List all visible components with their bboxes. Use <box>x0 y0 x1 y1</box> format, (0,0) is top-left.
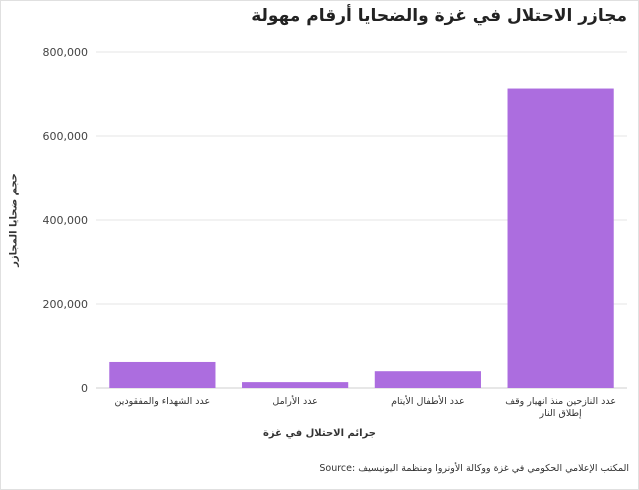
y-tick-label: 200,000 <box>43 298 89 311</box>
x-tick-label: عدد النازحين منذ انهيار وقف إطلاق النار <box>505 396 616 419</box>
x-tick-label-line: إطلاق النار <box>539 408 583 419</box>
chart-title: مجازر الاحتلال في غزة والضحايا أرقام مهو… <box>251 6 627 26</box>
y-tick-label: 800,000 <box>43 46 89 59</box>
bar <box>242 382 349 388</box>
x-axis-label: جرائم الاحتلال في غزة <box>263 428 376 439</box>
y-tick-label: 600,000 <box>43 130 89 143</box>
bar <box>374 371 481 388</box>
x-tick-label-line: عدد الأرامل <box>272 395 317 407</box>
y-tick-label: 0 <box>81 382 88 395</box>
source-note: المكتب الإعلامي الحكومي في غزة ووكالة ال… <box>319 463 629 474</box>
x-tick-label-line: عدد النازحين منذ انهيار وقف <box>505 396 616 407</box>
bar <box>109 361 216 388</box>
x-tick-label-line: عدد الشهداء والمفقودين <box>115 396 211 407</box>
x-tick-label: عدد الأرامل <box>272 395 317 407</box>
x-tick-label: عدد الأطفال الأيتام <box>391 395 465 407</box>
x-tick-label-line: عدد الأطفال الأيتام <box>391 395 465 407</box>
y-tick-label: 400,000 <box>43 214 89 227</box>
bar <box>507 88 614 388</box>
x-tick-label: عدد الشهداء والمفقودين <box>115 396 211 407</box>
